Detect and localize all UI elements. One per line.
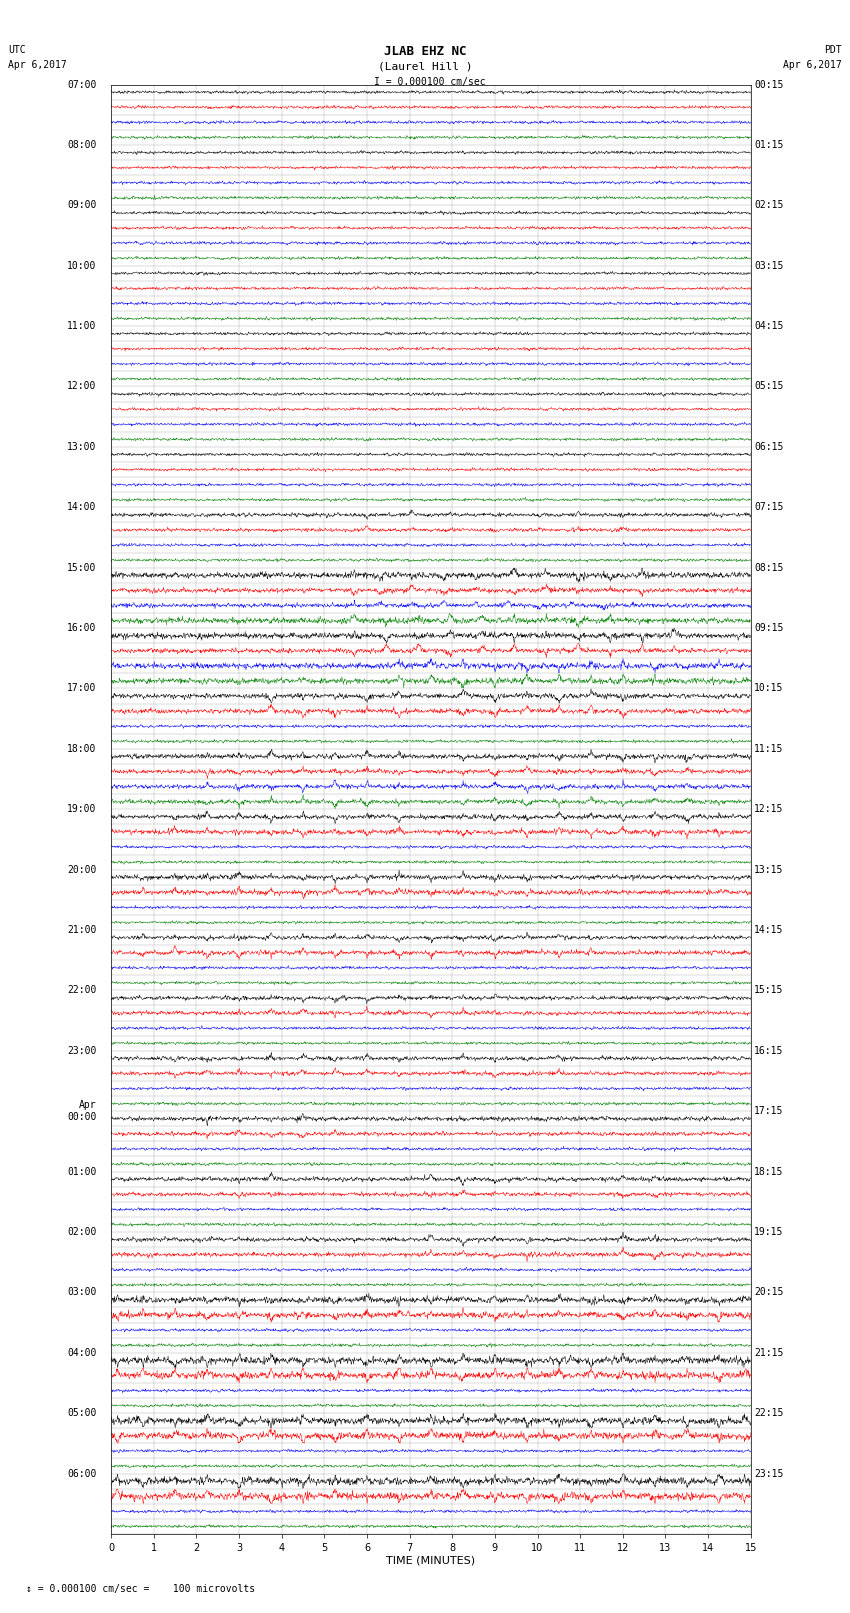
Text: 01:15: 01:15	[754, 140, 784, 150]
Text: 05:00: 05:00	[67, 1408, 96, 1418]
Text: 13:00: 13:00	[67, 442, 96, 452]
Text: 07:15: 07:15	[754, 502, 784, 513]
Text: 03:15: 03:15	[754, 261, 784, 271]
Text: 06:00: 06:00	[67, 1468, 96, 1479]
Text: 08:15: 08:15	[754, 563, 784, 573]
Text: 23:15: 23:15	[754, 1468, 784, 1479]
Text: 06:15: 06:15	[754, 442, 784, 452]
Text: 05:15: 05:15	[754, 382, 784, 392]
Text: 07:00: 07:00	[67, 79, 96, 90]
Text: 09:15: 09:15	[754, 623, 784, 632]
Text: 19:15: 19:15	[754, 1227, 784, 1237]
Text: 11:15: 11:15	[754, 744, 784, 753]
Text: 11:00: 11:00	[67, 321, 96, 331]
Text: 10:15: 10:15	[754, 684, 784, 694]
Text: 16:00: 16:00	[67, 623, 96, 632]
Text: 02:15: 02:15	[754, 200, 784, 210]
Text: 10:00: 10:00	[67, 261, 96, 271]
Text: JLAB EHZ NC: JLAB EHZ NC	[383, 45, 467, 58]
Text: Apr
00:00: Apr 00:00	[67, 1100, 96, 1123]
Text: 01:00: 01:00	[67, 1166, 96, 1176]
Text: 14:15: 14:15	[754, 924, 784, 936]
Text: 17:00: 17:00	[67, 684, 96, 694]
X-axis label: TIME (MINUTES): TIME (MINUTES)	[387, 1555, 475, 1566]
Text: 20:15: 20:15	[754, 1287, 784, 1297]
Text: 09:00: 09:00	[67, 200, 96, 210]
Text: 02:00: 02:00	[67, 1227, 96, 1237]
Text: 16:15: 16:15	[754, 1045, 784, 1057]
Text: 19:00: 19:00	[67, 805, 96, 815]
Text: 22:00: 22:00	[67, 986, 96, 995]
Text: 17:15: 17:15	[754, 1107, 784, 1116]
Text: 13:15: 13:15	[754, 865, 784, 874]
Text: ↕ = 0.000100 cm/sec =    100 microvolts: ↕ = 0.000100 cm/sec = 100 microvolts	[26, 1584, 255, 1594]
Text: 21:00: 21:00	[67, 924, 96, 936]
Text: 22:15: 22:15	[754, 1408, 784, 1418]
Text: 15:00: 15:00	[67, 563, 96, 573]
Text: 08:00: 08:00	[67, 140, 96, 150]
Text: 12:15: 12:15	[754, 805, 784, 815]
Text: 03:00: 03:00	[67, 1287, 96, 1297]
Text: 14:00: 14:00	[67, 502, 96, 513]
Text: 04:00: 04:00	[67, 1348, 96, 1358]
Text: 18:15: 18:15	[754, 1166, 784, 1176]
Text: 18:00: 18:00	[67, 744, 96, 753]
Text: UTC: UTC	[8, 45, 26, 55]
Text: (Laurel Hill ): (Laurel Hill )	[377, 61, 473, 71]
Text: 20:00: 20:00	[67, 865, 96, 874]
Text: 00:15: 00:15	[754, 79, 784, 90]
Text: Apr 6,2017: Apr 6,2017	[8, 60, 67, 69]
Text: Apr 6,2017: Apr 6,2017	[783, 60, 842, 69]
Text: 23:00: 23:00	[67, 1045, 96, 1057]
Text: 12:00: 12:00	[67, 382, 96, 392]
Text: 04:15: 04:15	[754, 321, 784, 331]
Text: 15:15: 15:15	[754, 986, 784, 995]
Text: 21:15: 21:15	[754, 1348, 784, 1358]
Text: PDT: PDT	[824, 45, 842, 55]
Text: I = 0.000100 cm/sec: I = 0.000100 cm/sec	[374, 77, 485, 87]
